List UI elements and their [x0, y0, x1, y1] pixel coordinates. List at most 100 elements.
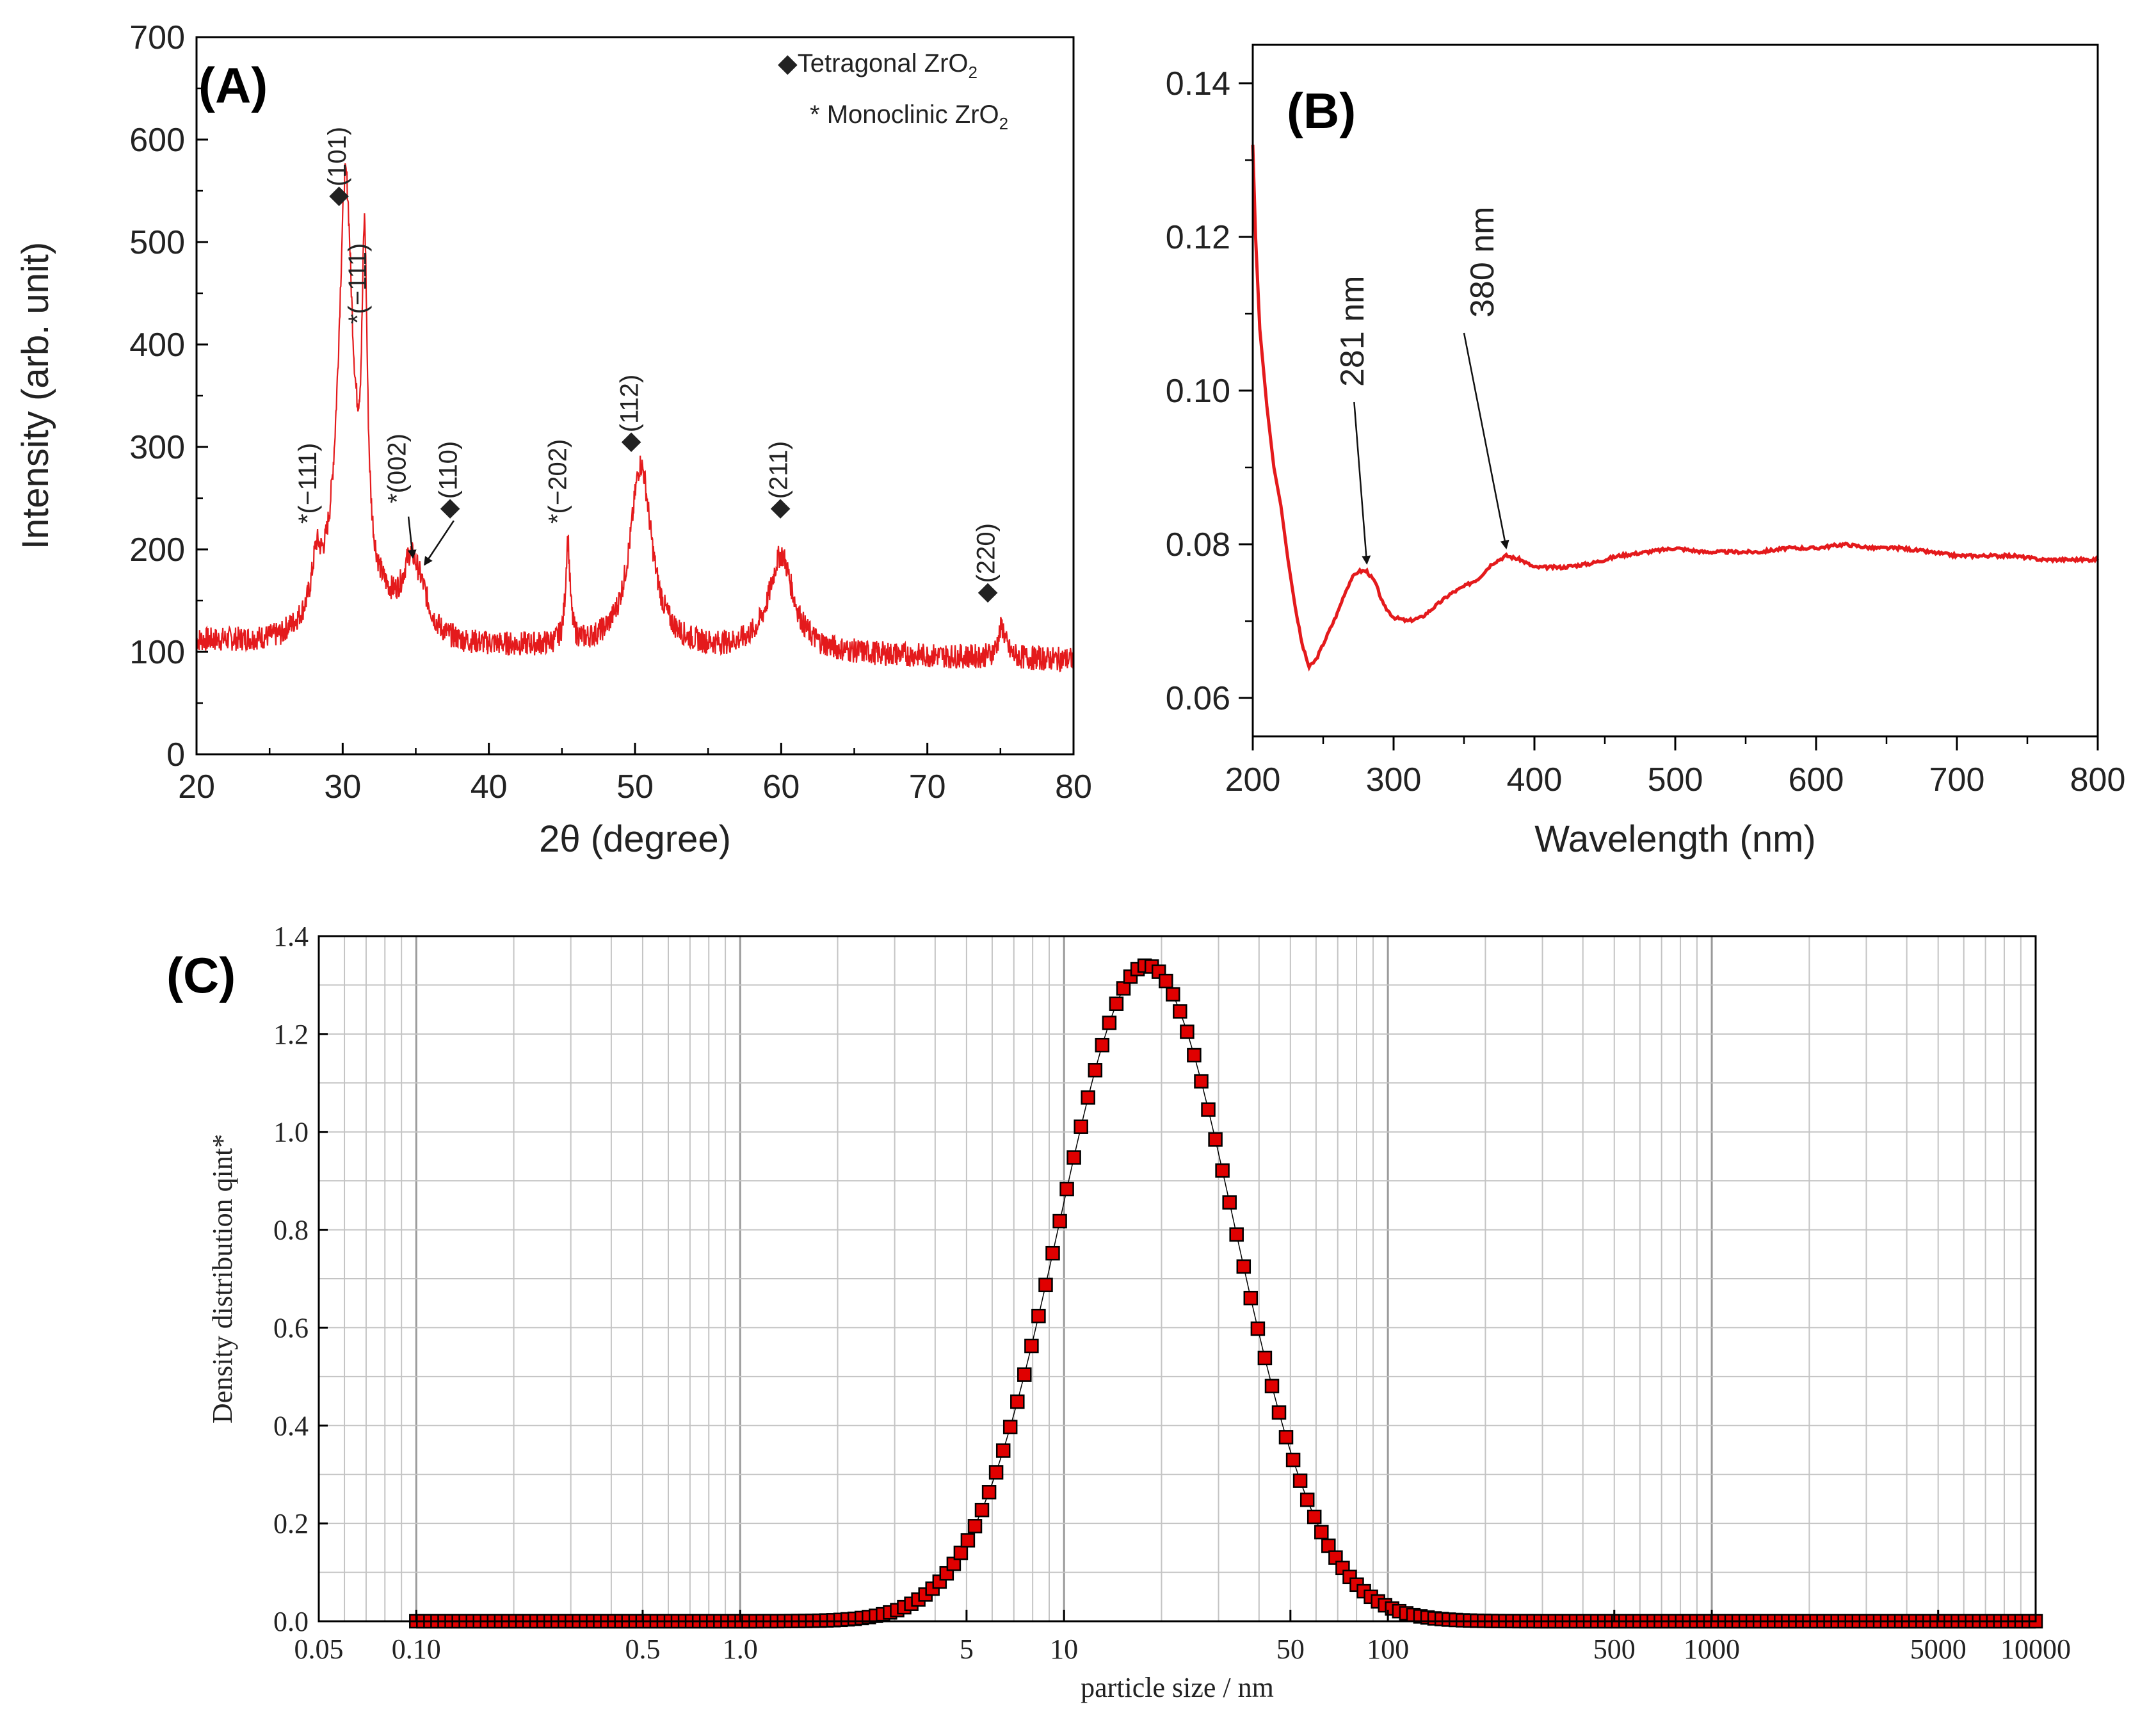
- panel-b-x-axis-label: Wavelength (nm): [1534, 818, 1815, 860]
- psd-data-point: [1250, 1321, 1266, 1336]
- x-tick-label: 200: [1225, 761, 1281, 798]
- y-tick-label: 0.6: [273, 1312, 309, 1343]
- peak-annotation: ◆(110): [434, 441, 462, 519]
- y-tick-label: 0.12: [1166, 219, 1230, 256]
- panel-c-x-axis-label: particle size / nm: [1081, 1672, 1274, 1703]
- psd-data-point: [1229, 1227, 1244, 1242]
- x-tick-label: 10: [1050, 1633, 1078, 1665]
- y-tick-label: 600: [129, 122, 185, 159]
- psd-data-point: [1052, 1213, 1067, 1229]
- y-tick-label: 0.4: [273, 1410, 309, 1441]
- y-tick-label: 500: [129, 224, 185, 261]
- x-tick-label: 600: [1789, 761, 1844, 798]
- y-tick-label: 1.4: [273, 921, 309, 952]
- psd-data-point: [995, 1443, 1011, 1458]
- peak-annotation: *(−202): [544, 439, 572, 524]
- annotation-arrow: [424, 520, 455, 566]
- psd-data-point: [1045, 1245, 1060, 1261]
- legend-tetragonal: ◆Tetragonal ZrO2: [778, 49, 977, 82]
- x-tick-label: 50: [616, 768, 654, 806]
- psd-data-point: [1222, 1195, 1237, 1210]
- y-tick-label: 0.06: [1166, 680, 1230, 717]
- psd-data-point: [960, 1533, 976, 1548]
- y-tick-label: 100: [129, 634, 185, 671]
- psd-data-point: [1109, 996, 1124, 1011]
- psd-data-point: [1102, 1016, 1117, 1030]
- psd-data-point: [1314, 1525, 1329, 1540]
- y-tick-label: 0.8: [273, 1215, 309, 1246]
- x-tick-label: 20: [178, 768, 215, 806]
- psd-data-point: [1187, 1048, 1202, 1063]
- psd-data-point: [1257, 1350, 1273, 1366]
- panel-a-xrd-line: [195, 163, 1075, 673]
- y-tick-label: 0.0: [273, 1606, 309, 1637]
- y-tick-label: 0.14: [1166, 65, 1230, 102]
- psd-data-point: [1201, 1102, 1216, 1117]
- y-tick-label: 300: [129, 429, 185, 466]
- psd-data-point: [1066, 1150, 1081, 1165]
- x-tick-label: 1.0: [723, 1633, 758, 1665]
- x-tick-label: 5000: [1910, 1633, 1967, 1665]
- x-tick-label: 5: [960, 1633, 974, 1665]
- x-tick-label: 0.10: [392, 1633, 441, 1665]
- x-tick-label: 0.5: [625, 1633, 660, 1665]
- panel-c-y-axis-label: Density distribution qint*: [207, 1134, 238, 1423]
- psd-data-point: [1159, 973, 1173, 989]
- x-tick-label: 60: [762, 768, 800, 806]
- psd-data-point: [1264, 1379, 1280, 1393]
- psd-data-point: [1010, 1394, 1025, 1409]
- psd-data-point: [1095, 1037, 1110, 1053]
- psd-data-point: [1236, 1259, 1251, 1274]
- panel-c-psd: (C) 0.05 0.10 0.5 1.0 5 10 50 100 500 1000 5000 100…: [166, 921, 2071, 1703]
- psd-data-point: [1194, 1074, 1209, 1089]
- y-tick-label: 1.0: [273, 1117, 309, 1148]
- peak-annotation: ◆(211): [764, 441, 792, 519]
- y-tick-label: 200: [129, 531, 185, 569]
- psd-data-point: [981, 1485, 997, 1500]
- psd-data-point: [1278, 1430, 1294, 1445]
- panel-c-frame: [318, 935, 2037, 1623]
- y-tick-label: 0.10: [1166, 373, 1230, 410]
- x-tick-label: 10000: [2000, 1633, 2071, 1665]
- peak-annotation: *(002): [383, 433, 412, 503]
- x-tick-label: 40: [471, 768, 508, 806]
- psd-data-point: [1321, 1538, 1336, 1553]
- y-tick-label: 1.2: [273, 1019, 309, 1050]
- psd-data-point: [1002, 1420, 1018, 1434]
- y-tick-label: 0: [166, 736, 185, 773]
- psd-data-point: [953, 1545, 969, 1560]
- psd-data-point: [1299, 1493, 1315, 1507]
- annotation-arrow: [1353, 401, 1371, 565]
- x-tick-label: 70: [909, 768, 946, 806]
- peak-annotation: *(−111): [294, 443, 322, 524]
- x-tick-label: 500: [1593, 1633, 1636, 1665]
- x-tick-label: 1000: [1684, 1633, 1740, 1665]
- psd-data-point: [1088, 1063, 1103, 1078]
- peak-annotation: *(−111): [344, 243, 372, 324]
- psd-data-point: [974, 1502, 990, 1518]
- psd-data-point: [1208, 1132, 1223, 1147]
- peak-annotation: ◆(220): [972, 523, 1001, 603]
- psd-data-point: [1074, 1119, 1088, 1134]
- panel-b-label: (B): [1287, 83, 1356, 139]
- psd-data-point: [1081, 1090, 1095, 1105]
- psd-data-point: [1031, 1308, 1046, 1324]
- psd-data-point: [1024, 1338, 1039, 1354]
- psd-data-point: [1292, 1473, 1308, 1488]
- y-tick-label: 0.2: [273, 1508, 309, 1539]
- psd-data-point: [1307, 1509, 1322, 1525]
- panel-a-y-axis-label: Intensity (arb. unit): [15, 242, 56, 549]
- panel-a-x-axis-label: 2θ (degree): [539, 818, 731, 860]
- panel-c-label: (C): [166, 947, 236, 1003]
- panel-b-uvvis: (B) 200 300 400 500 600 700 800 0.06 0.08 0.10 0.…: [1166, 44, 2125, 860]
- psd-data-point: [1166, 987, 1180, 1002]
- y-tick-label: 0.08: [1166, 526, 1230, 563]
- panel-b-absorbance-line: [1251, 144, 2100, 672]
- x-tick-label: 80: [1055, 768, 1092, 806]
- panel-a-label: (A): [198, 57, 268, 113]
- psd-data-point: [1243, 1290, 1259, 1306]
- x-tick-label: 700: [1929, 761, 1985, 798]
- y-tick-label: 400: [129, 327, 185, 364]
- panel-b-frame: [1251, 44, 2099, 738]
